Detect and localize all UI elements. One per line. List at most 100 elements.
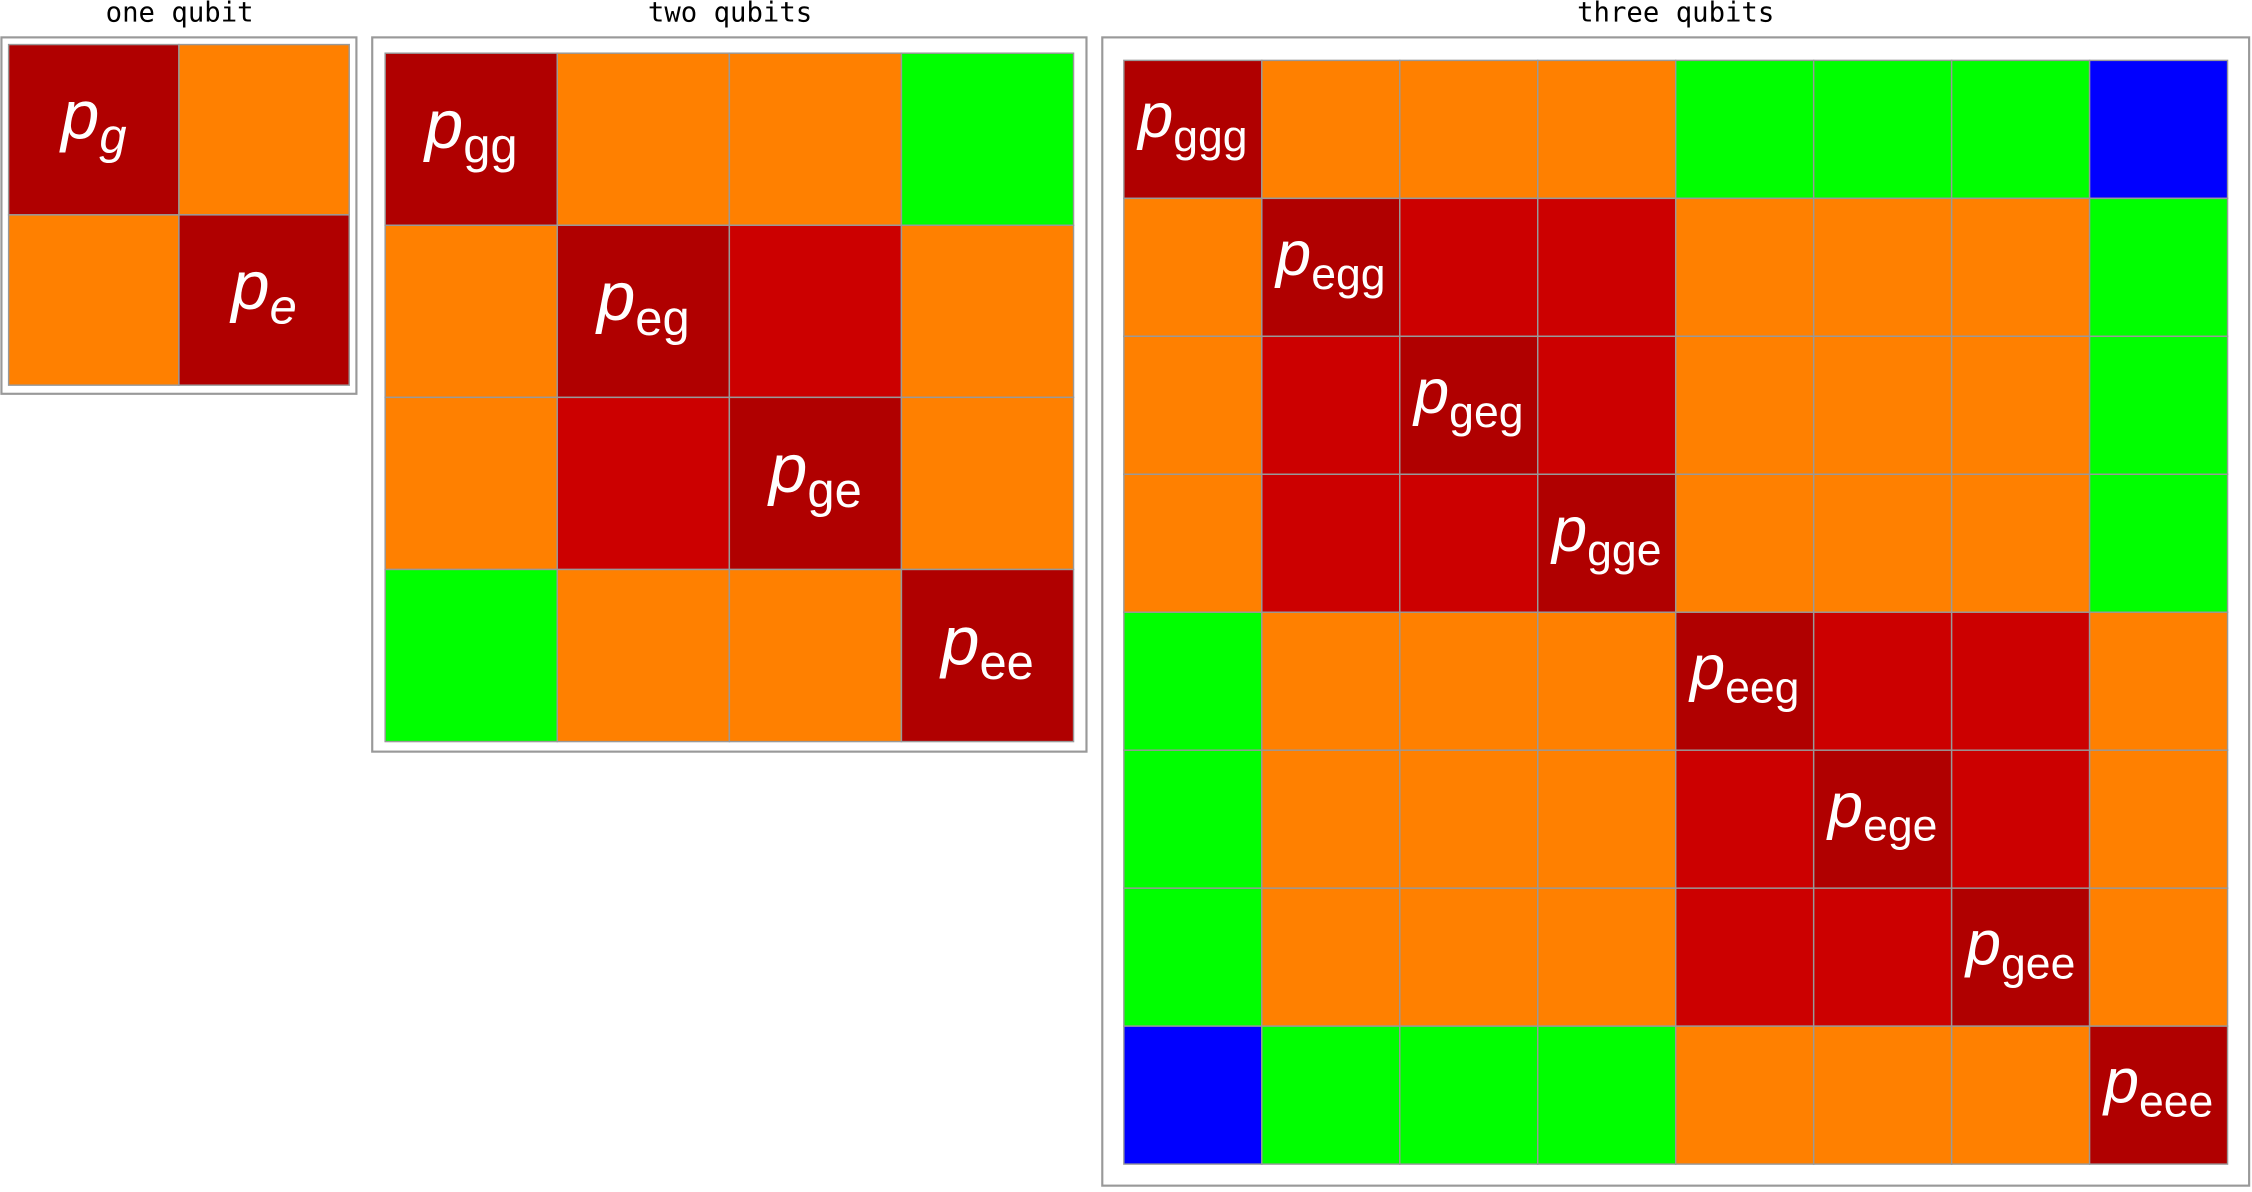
matrix-cell (2088, 887, 2229, 1027)
matrix-cell (1399, 59, 1539, 200)
diagonal-label: peeg (1688, 633, 1800, 713)
matrix-cell (2088, 335, 2229, 475)
matrix-cell (1261, 887, 1401, 1027)
matrix-cell (1537, 335, 1677, 475)
label-symbol: p (1826, 771, 1863, 841)
matrix-cell (1674, 887, 1815, 1027)
label-symbol: p (423, 86, 463, 163)
matrix-cell (728, 224, 903, 399)
matrix-cell (1674, 749, 1815, 889)
label-subscript: ge (807, 464, 861, 518)
diagonal-cell (178, 214, 350, 386)
diagonal-cell (1812, 749, 1953, 889)
matrix-cell (1674, 1025, 1815, 1165)
matrix-cell (1123, 1025, 1263, 1165)
matrix-cell (1399, 611, 1539, 751)
matrix-cell (556, 396, 731, 571)
matrix-cell (1537, 59, 1677, 200)
matrix-cell (1123, 611, 1263, 751)
diagonal-cell (2088, 1025, 2229, 1165)
matrix-cell (1123, 887, 1263, 1027)
matrix-cell (1950, 749, 2091, 889)
label-symbol: p (767, 430, 807, 507)
matrix-cell (1950, 611, 2091, 751)
diagonal-label: peg (595, 258, 690, 346)
matrix-cell (1950, 335, 2091, 475)
matrix-cell (1123, 197, 1263, 338)
diagonal-label: pgge (1550, 495, 1662, 575)
matrix-cell (1812, 887, 1953, 1027)
matrix-cell (1674, 197, 1815, 338)
matrix-cell (1261, 1025, 1401, 1165)
matrix-cell (384, 224, 558, 399)
matrix-cell (2088, 59, 2229, 200)
label-subscript: eee (2139, 1078, 2213, 1127)
label-subscript: gee (2001, 940, 2075, 989)
label-symbol: p (1412, 357, 1449, 427)
matrix-cell (1812, 1025, 1953, 1165)
matrix-cell (7, 214, 180, 386)
matrix-cell (1674, 335, 1815, 475)
panel-title: two qubits (648, 0, 812, 29)
label-subscript: gg (463, 120, 517, 174)
matrix-cell (556, 52, 731, 227)
matrix-cell (1537, 887, 1677, 1027)
diagonal-cell (1123, 59, 1263, 200)
matrix-cell (1123, 335, 1263, 475)
diagonal-cell (1399, 335, 1539, 475)
matrix-cell (1399, 473, 1539, 613)
matrix-cell (1399, 1025, 1539, 1165)
diagonal-label: pee (939, 602, 1034, 690)
matrix-cell (1950, 1025, 2091, 1165)
matrix-cell (384, 568, 558, 743)
diagonal-label: pegg (1274, 219, 1386, 299)
matrix-cell (1812, 59, 1953, 200)
matrix-cell (1261, 473, 1401, 613)
label-subscript: eeg (1725, 664, 1799, 713)
label-subscript: gge (1587, 526, 1661, 575)
matrix-cell (1812, 473, 1953, 613)
label-symbol: p (1688, 633, 1725, 703)
label-symbol: p (229, 246, 269, 323)
matrix-cell (1950, 473, 2091, 613)
panel-title: one qubit (106, 0, 254, 29)
diagonal-cell (7, 43, 180, 216)
label-symbol: p (939, 602, 979, 679)
diagonal-label: pege (1826, 771, 1938, 851)
matrix-cell (728, 568, 903, 743)
matrix-cell (1537, 197, 1677, 338)
label-subscript: e (270, 280, 297, 334)
matrix-cell (2088, 749, 2229, 889)
label-symbol: p (1550, 495, 1587, 565)
matrix-cell (384, 396, 558, 571)
label-symbol: p (595, 258, 635, 335)
matrix-cell (1537, 749, 1677, 889)
label-symbol: p (59, 76, 99, 153)
diagonal-cell (384, 52, 558, 227)
matrix-cell (1950, 197, 2091, 338)
matrix-cell (900, 52, 1075, 227)
diagonal-cell (1537, 473, 1677, 613)
matrix-cell (178, 43, 350, 216)
matrix-cell (1537, 611, 1677, 751)
matrix-cell (1812, 611, 1953, 751)
matrix-cell (1261, 749, 1401, 889)
diagonal-label: pge (767, 430, 862, 518)
matrix-cell (1812, 335, 1953, 475)
diagonal-label: pgg (423, 86, 518, 174)
label-subscript: ee (979, 636, 1033, 690)
matrix-cell (556, 568, 731, 743)
matrix-cell (1537, 1025, 1677, 1165)
label-subscript: ggg (1173, 112, 1247, 161)
diagonal-label: pggg (1136, 81, 1248, 161)
diagonal-label: peee (2102, 1047, 2214, 1127)
label-subscript: eg (635, 292, 689, 346)
diagonal-cell (1950, 887, 2091, 1027)
matrix-cell (1812, 197, 1953, 338)
matrix-cell (1399, 749, 1539, 889)
diagonal-cell (1674, 611, 1815, 751)
label-symbol: p (1136, 81, 1173, 151)
matrix-cell (1261, 59, 1401, 200)
matrix-cell (2088, 611, 2229, 751)
